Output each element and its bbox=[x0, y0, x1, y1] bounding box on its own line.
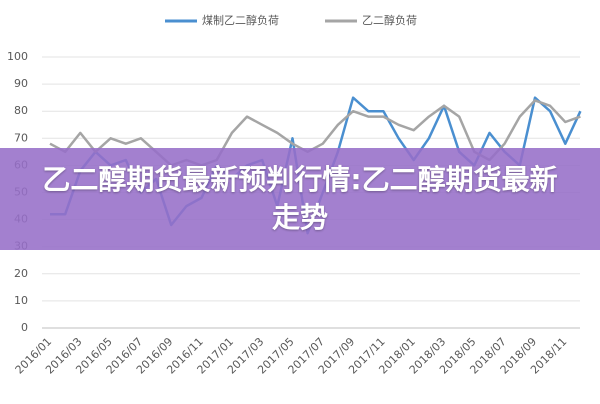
y-tick-label: 0 bbox=[21, 321, 28, 334]
banner: 乙二醇期货最新预判行情:乙二醇期货最新走势 bbox=[0, 148, 600, 250]
y-tick-label: 20 bbox=[14, 267, 28, 280]
y-tick-label: 80 bbox=[14, 104, 28, 117]
legend-label: 乙二醇负荷 bbox=[362, 13, 417, 27]
banner-title: 乙二醇期货最新预判行情:乙二醇期货最新走势 bbox=[42, 163, 558, 234]
y-tick-label: 90 bbox=[14, 77, 28, 90]
legend-label: 煤制乙二醇负荷 bbox=[202, 13, 279, 27]
y-tick-label: 100 bbox=[7, 50, 28, 63]
y-tick-label: 70 bbox=[14, 131, 28, 144]
y-tick-label: 10 bbox=[14, 294, 28, 307]
